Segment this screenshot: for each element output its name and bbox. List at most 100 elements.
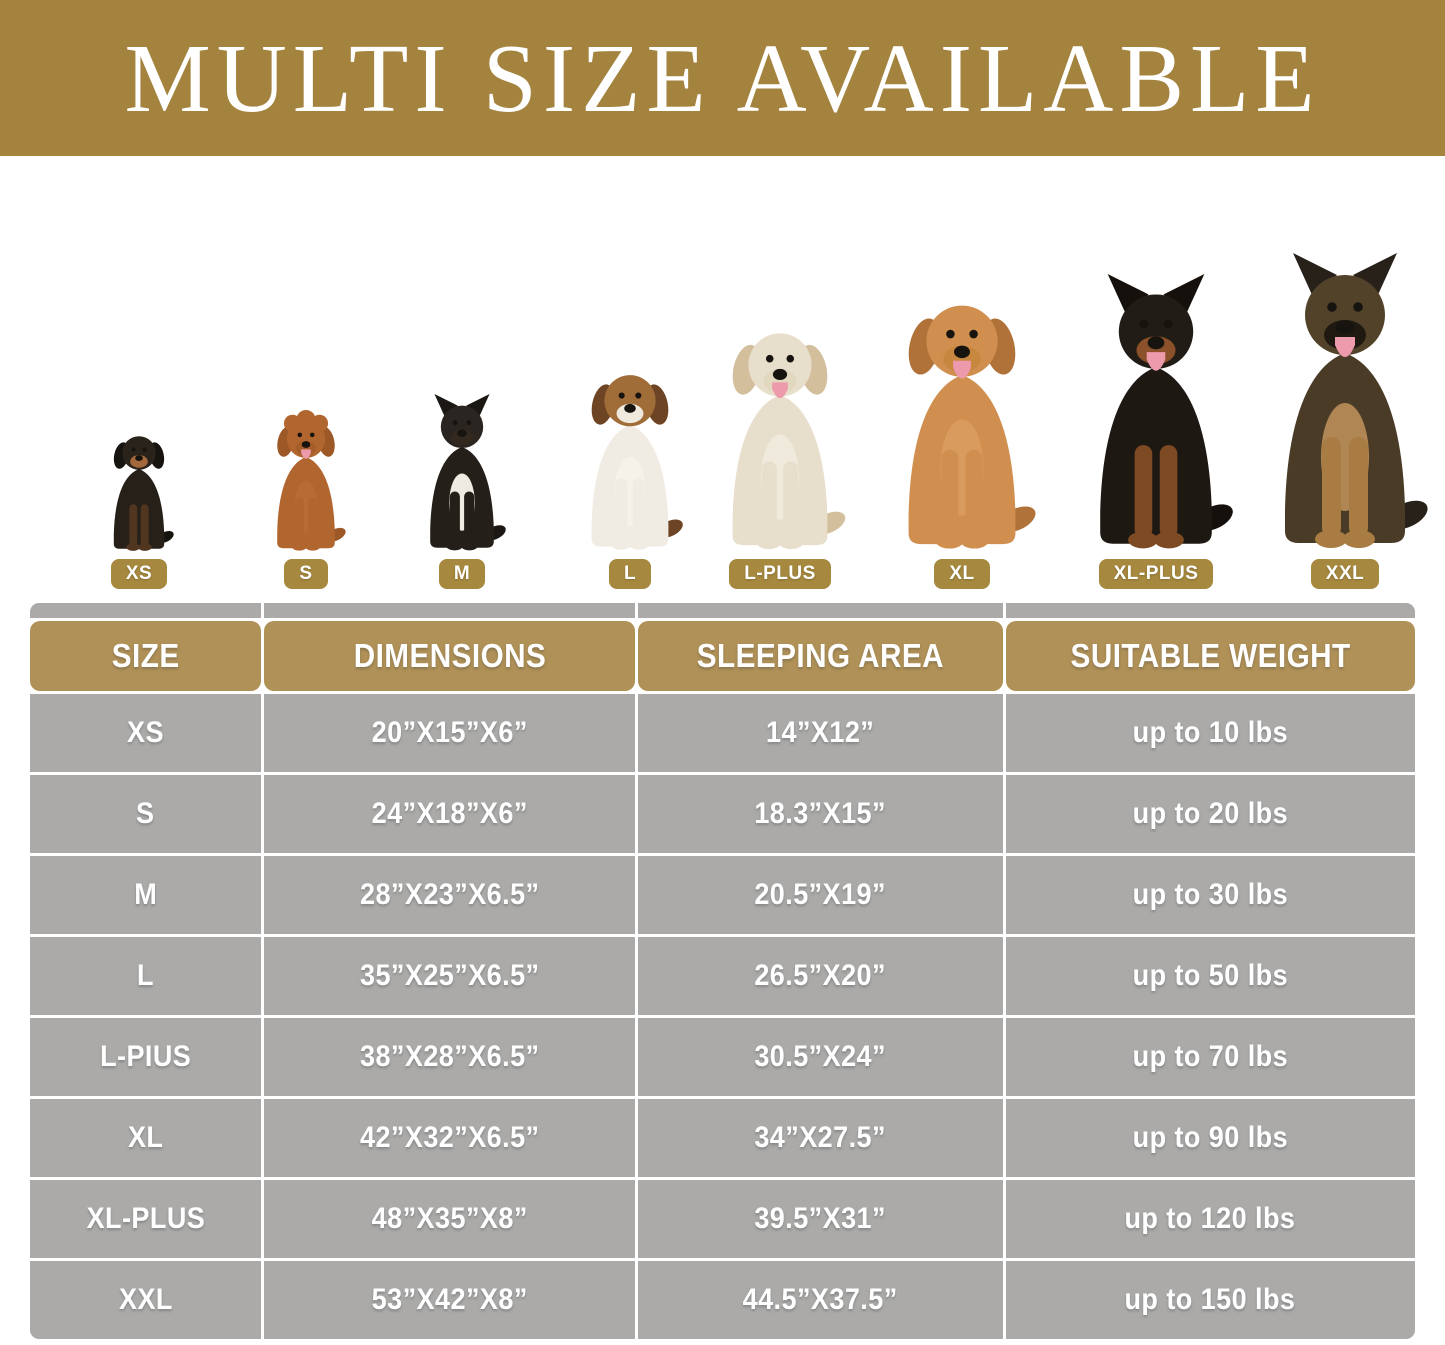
table-cell-text: 35”X25”X6.5”	[360, 959, 540, 992]
german-shepherd-illustration	[1245, 223, 1445, 553]
table-row-label: XXL	[30, 1261, 262, 1339]
table-cell: 20”X15”X6”	[264, 694, 636, 772]
size-badge-l-plus: L-PLUS	[729, 559, 831, 589]
table-cell-text: 38”X28”X6.5”	[360, 1040, 540, 1073]
table-cell: 26.5”X20”	[638, 937, 1003, 1015]
table-row-label: XL	[30, 1099, 262, 1177]
dog-column-s: S	[258, 400, 354, 589]
table-cell: up to 90 lbs	[1005, 1099, 1415, 1177]
toy-poodle-illustration	[258, 400, 354, 553]
column-header-2: SLEEPING AREA	[638, 621, 1003, 691]
column-header-text: SIZE	[111, 637, 180, 674]
table-cell: 38”X28”X6.5”	[264, 1018, 636, 1096]
banner-title: MULTI SIZE AVAILABLE	[124, 24, 1321, 132]
table-cell: 39.5”X31”	[638, 1180, 1003, 1258]
table-cell-text: 26.5”X20”	[754, 959, 887, 992]
table-cell: up to 120 lbs	[1005, 1180, 1415, 1258]
table-cell-text: XS	[127, 716, 165, 749]
column-header-text: DIMENSIONS	[353, 637, 547, 674]
table-top-spacer	[30, 603, 262, 618]
table-row-label: L-PIUS	[30, 1018, 262, 1096]
table-cell-text: up to 70 lbs	[1132, 1040, 1289, 1073]
table-cell-text: XL	[127, 1121, 164, 1154]
column-header-text: SUITABLE WEIGHT	[1070, 637, 1351, 674]
dog-column-m: M	[409, 383, 515, 589]
table-cell: 42”X32”X6.5”	[264, 1099, 636, 1177]
table-cell-text: up to 10 lbs	[1132, 716, 1289, 749]
french-bulldog-illustration	[409, 383, 515, 553]
table-top-spacer	[638, 603, 1003, 618]
table-cell-text: 42”X32”X6.5”	[360, 1121, 540, 1154]
size-badge-s: S	[284, 559, 328, 589]
table-cell-text: 44.5”X37.5”	[743, 1283, 899, 1316]
table-cell-text: 24”X18”X6”	[371, 797, 528, 830]
table-cell-text: 28”X23”X6.5”	[360, 878, 540, 911]
table-cell-text: L-PIUS	[100, 1040, 192, 1073]
table-row-label: XS	[30, 694, 262, 772]
table-cell-text: up to 150 lbs	[1124, 1283, 1296, 1316]
table-cell-text: up to 120 lbs	[1124, 1202, 1296, 1235]
table-cell: up to 20 lbs	[1005, 775, 1415, 853]
table-cell-text: 53”X42”X8”	[371, 1283, 528, 1316]
table-cell: up to 10 lbs	[1005, 694, 1415, 772]
table-top-spacer	[264, 603, 636, 618]
table-cell: 20.5”X19”	[638, 856, 1003, 934]
dog-column-l-plus: L-PLUS	[701, 300, 859, 589]
table-cell-text: 14”X12”	[766, 716, 875, 749]
size-table: SIZE DIMENSIONS SLEEPING AREA SUITABLE W…	[30, 603, 1415, 1339]
table-cell-text: 34”X27.5”	[754, 1121, 887, 1154]
table-cell: 28”X23”X6.5”	[264, 856, 636, 934]
table-cell: 30.5”X24”	[638, 1018, 1003, 1096]
beagle-illustration	[566, 350, 694, 553]
table-cell: up to 50 lbs	[1005, 937, 1415, 1015]
table-cell-text: 18.3”X15”	[754, 797, 887, 830]
table-cell-text: up to 30 lbs	[1132, 878, 1289, 911]
table-row-label: S	[30, 775, 262, 853]
table-cell-text: L	[137, 959, 155, 992]
banner: MULTI SIZE AVAILABLE	[0, 0, 1445, 156]
table-cell: 24”X18”X6”	[264, 775, 636, 853]
table-cell: 14”X12”	[638, 694, 1003, 772]
dog-lineup: XS S M	[0, 156, 1445, 603]
table-cell: up to 70 lbs	[1005, 1018, 1415, 1096]
size-badge-l: L	[608, 559, 652, 589]
size-badge-xxl: XXL	[1310, 559, 1380, 589]
dog-column-xxl: XXL	[1245, 223, 1445, 589]
table-cell: up to 30 lbs	[1005, 856, 1415, 934]
dachshund-illustration	[97, 420, 181, 553]
table-cell-text: up to 50 lbs	[1132, 959, 1289, 992]
dog-column-l: L	[566, 350, 694, 589]
table-cell-text: up to 90 lbs	[1132, 1121, 1289, 1154]
table-cell: up to 150 lbs	[1005, 1261, 1415, 1339]
size-badge-xl: XL	[934, 559, 990, 589]
table-cell: 44.5”X37.5”	[638, 1261, 1003, 1339]
table-cell: 48”X35”X8”	[264, 1180, 636, 1258]
table-cell-text: 30.5”X24”	[754, 1040, 887, 1073]
column-header-text: SLEEPING AREA	[696, 637, 945, 674]
table-cell: 35”X25”X6.5”	[264, 937, 636, 1015]
table-cell-text: S	[136, 797, 155, 830]
table-cell-text: up to 20 lbs	[1132, 797, 1289, 830]
size-badge-xl-plus: XL-PLUS	[1098, 559, 1214, 589]
doberman-illustration	[1063, 255, 1249, 553]
dog-column-xl-plus: XL-PLUS	[1063, 255, 1249, 589]
table-cell-text: 20.5”X19”	[754, 878, 887, 911]
golden-retriever-illustration	[873, 268, 1051, 553]
table-cell-text: 20”X15”X6”	[371, 716, 528, 749]
table-row-label: M	[30, 856, 262, 934]
table-cell: 18.3”X15”	[638, 775, 1003, 853]
table-cell: 34”X27.5”	[638, 1099, 1003, 1177]
table-row-label: L	[30, 937, 262, 1015]
size-badge-m: M	[438, 559, 486, 589]
table-cell: 53”X42”X8”	[264, 1261, 636, 1339]
column-header-0: SIZE	[30, 621, 262, 691]
dog-column-xl: XL	[873, 268, 1051, 589]
column-header-1: DIMENSIONS	[264, 621, 636, 691]
table-cell-text: XXL	[118, 1283, 173, 1316]
table-cell-text: M	[134, 878, 158, 911]
cream-golden-retriever-illustration	[701, 300, 859, 553]
column-header-3: SUITABLE WEIGHT	[1005, 621, 1415, 691]
table-cell-text: XL-PLUS	[86, 1202, 205, 1235]
table-top-spacer	[1005, 603, 1415, 618]
